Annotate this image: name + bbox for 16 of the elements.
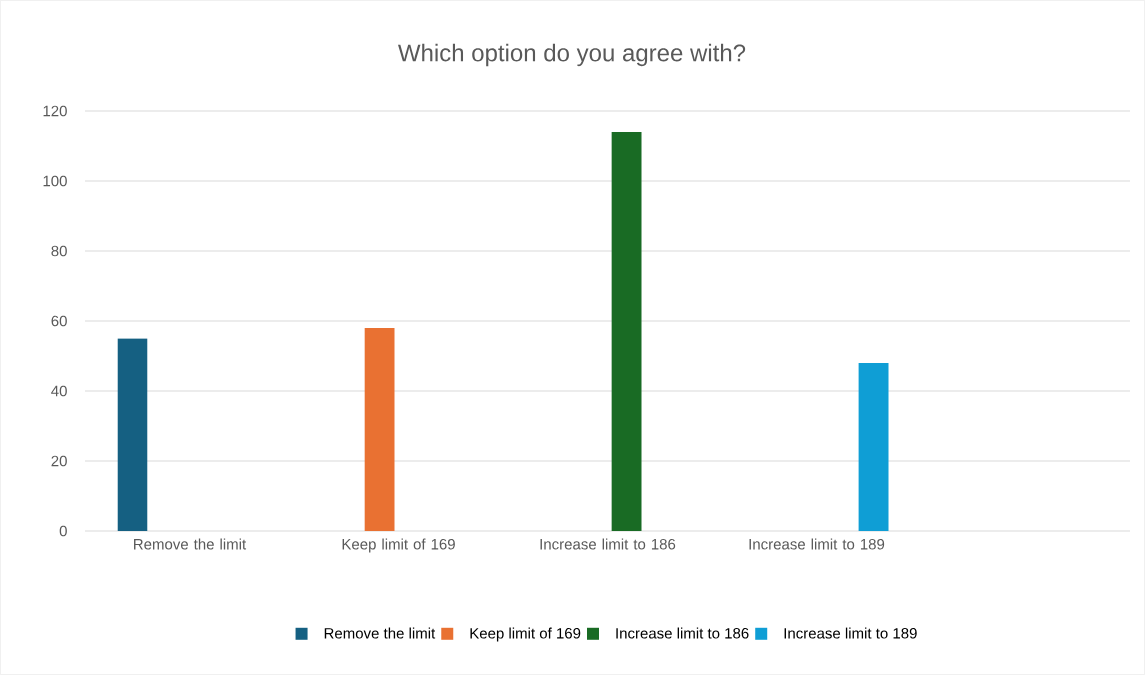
y-tick-label: 0 (59, 525, 67, 537)
legend-label: Increase limit to 189 (784, 627, 917, 639)
x-tick-label: Increase limit to 186 (540, 538, 676, 550)
legend-label: Increase limit to 186 (616, 627, 749, 639)
chart-title: Which option do you agree with? (398, 43, 746, 67)
x-tick-label: Remove the limit (134, 538, 247, 550)
x-tick-label: Keep limit of 169 (342, 538, 455, 553)
y-tick-label: 100 (43, 175, 67, 187)
y-tick-label: 40 (51, 385, 67, 397)
legend-label: Remove the limit (324, 627, 436, 639)
legend-label: Keep limit of 169 (470, 627, 581, 642)
y-tick-label: 80 (51, 245, 67, 257)
y-tick-label: 60 (51, 315, 67, 327)
y-tick-label: 120 (43, 105, 67, 117)
x-tick-label: Increase limit to 189 (749, 538, 885, 550)
y-tick-label: 20 (51, 455, 67, 467)
